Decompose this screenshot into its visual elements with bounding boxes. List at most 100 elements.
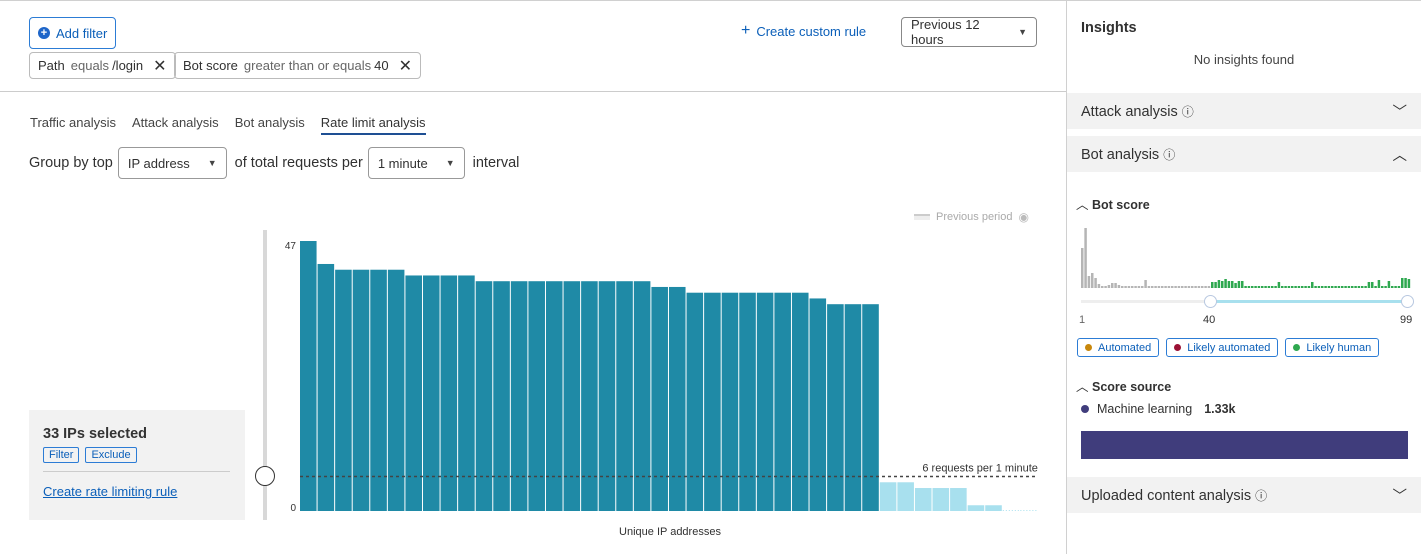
time-range-select[interactable]: Previous 12 hours ▼: [901, 17, 1037, 47]
score-source-bar[interactable]: [1081, 431, 1408, 459]
score-source-heading[interactable]: ︿ Score source: [1076, 376, 1171, 395]
bar[interactable]: [352, 269, 370, 511]
score-source-title: Score source: [1092, 380, 1172, 394]
slider-threshold-label: 40: [1203, 314, 1216, 326]
attack-analysis-panel-header[interactable]: Attack analysis ⓘ ﹀: [1067, 93, 1421, 129]
histogram-bar: [1344, 286, 1347, 288]
add-filter-button[interactable]: + Add filter: [29, 17, 117, 49]
bar[interactable]: [651, 286, 668, 511]
histogram-bar: [1151, 286, 1154, 288]
filter-button[interactable]: Filter: [43, 447, 80, 463]
bar[interactable]: [704, 292, 721, 511]
bar[interactable]: [686, 292, 704, 511]
eye-icon[interactable]: ◉: [1018, 210, 1029, 224]
histogram-bar: [1244, 286, 1247, 288]
threshold-slider-handle[interactable]: [255, 466, 275, 486]
threshold-slider-track[interactable]: [263, 230, 267, 520]
bar[interactable]: [422, 275, 440, 511]
bar[interactable]: [387, 269, 405, 511]
bar[interactable]: [440, 275, 458, 511]
histogram-bar: [1087, 276, 1091, 288]
bar[interactable]: [458, 275, 475, 511]
bar[interactable]: [897, 482, 914, 511]
bar[interactable]: [932, 488, 950, 511]
bar[interactable]: [545, 281, 563, 511]
slider-handle-min[interactable]: [1204, 295, 1217, 308]
interval-select[interactable]: 1 minute ▼: [367, 147, 465, 179]
bar[interactable]: [510, 281, 528, 511]
create-rate-limiting-rule-link[interactable]: Create rate limiting rule: [43, 484, 178, 499]
bar[interactable]: [633, 281, 651, 511]
close-icon[interactable]: ✕: [398, 57, 412, 75]
bar[interactable]: [370, 269, 387, 511]
filter-chip[interactable]: Bot score greater than or equals 40 ✕: [174, 52, 421, 79]
tab-rate-limit-analysis[interactable]: Rate limit analysis: [320, 115, 426, 135]
group-prefix: Group by top: [29, 155, 113, 171]
tab-traffic-analysis[interactable]: Traffic analysis: [30, 115, 116, 130]
bar[interactable]: [300, 241, 317, 511]
histogram-bar: [1167, 286, 1171, 288]
bar[interactable]: [827, 304, 844, 511]
bar[interactable]: [598, 281, 616, 511]
uploaded-content-panel-header[interactable]: Uploaded content analysis ⓘ ﹀: [1067, 477, 1421, 513]
chevron-up-icon: ︿: [1076, 380, 1089, 394]
bar[interactable]: [721, 292, 739, 511]
bar[interactable]: [405, 275, 422, 511]
info-icon[interactable]: ⓘ: [1163, 147, 1176, 162]
legend-previous-period[interactable]: Previous period ◉: [914, 210, 1029, 224]
main-panel: + Add filter + Create custom rule Previou…: [0, 0, 1066, 538]
bar[interactable]: [791, 292, 809, 511]
histogram-bar: [1381, 286, 1384, 288]
histogram-bar: [1254, 286, 1257, 288]
slider-handle-max[interactable]: [1401, 295, 1414, 308]
histogram-bar: [1307, 286, 1311, 288]
bar[interactable]: [879, 482, 897, 511]
insights-title: Insights: [1081, 20, 1137, 36]
legend-likely-human[interactable]: Likely human: [1285, 338, 1380, 357]
legend-likely-automated[interactable]: Likely automated: [1166, 338, 1279, 357]
bar[interactable]: [528, 281, 545, 511]
bar[interactable]: [616, 281, 633, 511]
bar[interactable]: [475, 281, 493, 511]
histogram-bar: [1251, 286, 1254, 288]
histogram-bar: [1384, 286, 1387, 288]
bar[interactable]: [774, 292, 791, 511]
bar[interactable]: [914, 488, 932, 511]
bot-score-slider-range: [1210, 300, 1408, 303]
bar[interactable]: [950, 488, 967, 511]
info-icon[interactable]: ⓘ: [1255, 488, 1268, 503]
create-custom-rule-link[interactable]: + Create custom rule: [741, 23, 866, 40]
bar[interactable]: [493, 281, 510, 511]
bar[interactable]: [335, 269, 352, 511]
bar[interactable]: [985, 505, 1002, 511]
info-icon[interactable]: ⓘ: [1181, 104, 1194, 119]
histogram-bar: [1217, 280, 1221, 288]
exclude-button[interactable]: Exclude: [85, 447, 137, 463]
bar[interactable]: [809, 298, 827, 511]
bar[interactable]: [756, 292, 774, 511]
tab-bot-analysis[interactable]: Bot analysis: [234, 115, 305, 130]
close-icon[interactable]: ✕: [153, 57, 167, 75]
bot-analysis-panel-header[interactable]: Bot analysis ⓘ ︿: [1067, 136, 1421, 172]
bar[interactable]: [844, 304, 862, 511]
threshold-label: 6 requests per 1 minute: [922, 463, 1038, 475]
bar[interactable]: [739, 292, 756, 511]
bar[interactable]: [581, 281, 598, 511]
bar[interactable]: [563, 281, 581, 511]
histogram-bar: [1351, 286, 1354, 288]
histogram-bar: [1081, 248, 1084, 288]
group-by-select[interactable]: IP address ▼: [117, 147, 227, 179]
bot-score-heading[interactable]: ︿ Bot score: [1076, 194, 1150, 213]
histogram-bar: [1214, 282, 1217, 288]
bar[interactable]: [967, 505, 985, 511]
caret-down-icon: ▼: [445, 158, 455, 168]
legend-label: Previous period: [936, 211, 1013, 223]
legend-automated[interactable]: Automated: [1077, 338, 1160, 357]
tab-attack-analysis[interactable]: Attack analysis: [131, 115, 219, 130]
chevron-down-icon: ﹀: [1392, 488, 1408, 505]
bar[interactable]: [862, 304, 879, 511]
bar[interactable]: [668, 286, 686, 511]
histogram-bar: [1147, 286, 1151, 288]
filter-chip[interactable]: Path equals/login ✕: [29, 52, 176, 79]
bar[interactable]: [317, 263, 335, 511]
